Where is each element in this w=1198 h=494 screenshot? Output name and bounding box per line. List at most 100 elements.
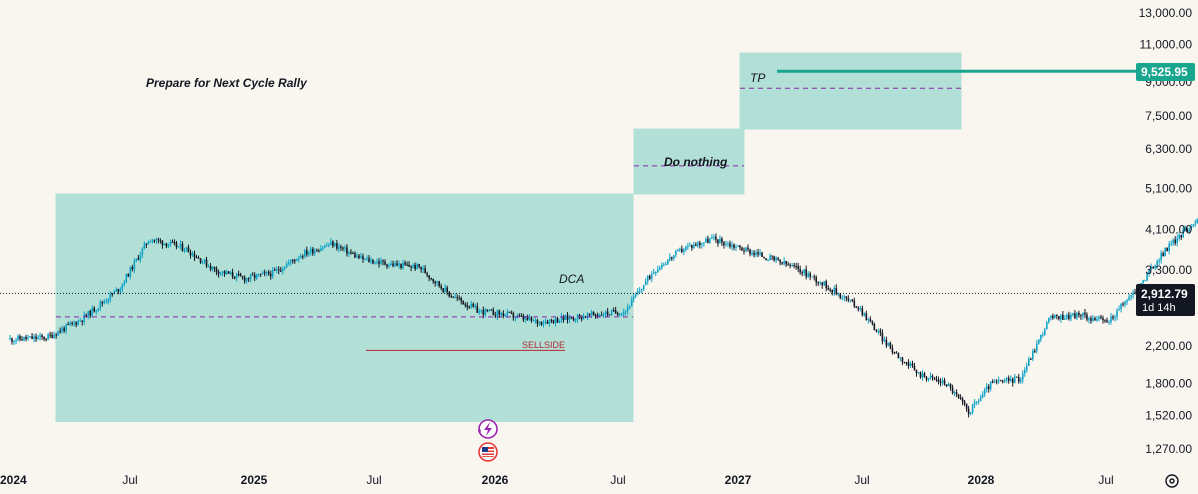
candle-body: [600, 314, 603, 316]
candle-body: [977, 400, 980, 402]
candle-body: [703, 242, 705, 244]
candle-body: [328, 244, 330, 246]
candle-body: [673, 255, 675, 259]
candle-body: [510, 312, 513, 314]
candle-body: [299, 256, 302, 259]
candle-body: [35, 336, 37, 339]
candle-body: [438, 281, 440, 287]
candle-body: [197, 257, 200, 259]
candle-body: [1196, 219, 1198, 224]
time-axis[interactable]: 2024 Jul 2025 Jul 2026 Jul 2027 Jul 2028 Jul: [0, 473, 1114, 487]
candle-body: [937, 379, 940, 382]
candle-body: [390, 263, 392, 265]
candle-body: [1015, 376, 1018, 378]
candle-body: [366, 258, 368, 260]
candle-body: [777, 257, 779, 260]
candle-body: [675, 251, 677, 256]
candle-body: [251, 274, 254, 276]
candle-body: [897, 353, 900, 358]
candle-body: [845, 296, 848, 299]
candle-body: [470, 303, 473, 308]
candle-body: [291, 259, 294, 261]
candle-body: [971, 404, 974, 413]
candle-body: [1126, 300, 1128, 303]
candle-body: [97, 308, 100, 311]
candle-body: [626, 307, 629, 311]
candle-body: [907, 362, 910, 366]
candle-body: [975, 401, 978, 403]
current-price-countdown: 1d 14h: [1142, 302, 1176, 314]
candle-body: [458, 297, 461, 299]
candle-body: [314, 250, 316, 254]
candle-body: [594, 315, 597, 317]
candle-body: [81, 320, 83, 322]
candle-body: [173, 242, 176, 244]
candle-body: [666, 260, 669, 265]
chart-settings-gear-icon[interactable]: [1165, 474, 1179, 488]
candle-body: [376, 261, 378, 263]
candle-body: [1048, 317, 1050, 323]
candle-body: [87, 311, 90, 317]
price-axis[interactable]: 13,000.0011,000.009,000.007,500.006,300.…: [1139, 6, 1193, 456]
candle-body: [318, 250, 320, 252]
candle-body: [430, 278, 432, 280]
candle-body: [755, 252, 757, 256]
candle-body: [1066, 314, 1068, 319]
candle-body: [939, 381, 942, 383]
candle-body: [562, 316, 565, 320]
candle-body: [131, 267, 134, 270]
candle-body: [302, 256, 304, 258]
candle-body: [388, 264, 390, 267]
candle-body: [29, 336, 31, 338]
candle-body: [486, 309, 489, 311]
candle-body: [1011, 379, 1014, 383]
candle-body: [175, 242, 178, 247]
candle-body: [656, 269, 659, 273]
candle-body: [127, 274, 130, 277]
candle-body: [273, 269, 276, 271]
candle-body: [1104, 320, 1106, 322]
event-icons[interactable]: [478, 419, 498, 462]
candle-body: [1019, 379, 1022, 382]
current-price-tag: 2,912.79 1d 14h: [1136, 284, 1195, 316]
tp-price-tag: 9,525.95: [1136, 63, 1195, 81]
candle-body: [526, 317, 529, 320]
candle-body: [616, 312, 619, 316]
candle-body: [867, 319, 870, 321]
price-tick-label: 4,100.00: [1145, 222, 1192, 236]
candle-body: [183, 250, 186, 252]
candle-body: [919, 372, 922, 378]
lightning-event-icon[interactable]: [478, 419, 498, 439]
candle-body: [1132, 292, 1134, 296]
candle-body: [145, 243, 148, 245]
candle-body: [249, 274, 252, 279]
candle-body: [33, 336, 35, 339]
candle-body: [879, 330, 882, 333]
candle-body: [747, 247, 749, 250]
candle-body: [532, 320, 535, 322]
candle-body: [789, 264, 791, 266]
candle-body: [398, 263, 400, 266]
candle-body: [797, 266, 799, 270]
candle-body: [374, 262, 376, 264]
candle-body: [11, 338, 13, 342]
candle-body: [913, 365, 916, 370]
candle-body: [177, 246, 180, 248]
candle-body: [193, 253, 196, 258]
candle-body: [171, 241, 174, 243]
us-flag-event-icon[interactable]: [478, 442, 498, 462]
candle-body: [1150, 266, 1152, 270]
candle-body: [1023, 369, 1026, 374]
candle-body: [679, 248, 681, 250]
candle-body: [89, 311, 92, 316]
candle-body: [809, 273, 811, 277]
candle-body: [1194, 223, 1197, 225]
candle-body: [624, 310, 627, 313]
candle-body: [873, 323, 876, 331]
candle-body: [646, 275, 649, 282]
dca-zone: [55, 193, 634, 423]
candle-body: [1140, 283, 1142, 285]
candle-body: [522, 315, 525, 320]
candle-body: [295, 258, 298, 261]
